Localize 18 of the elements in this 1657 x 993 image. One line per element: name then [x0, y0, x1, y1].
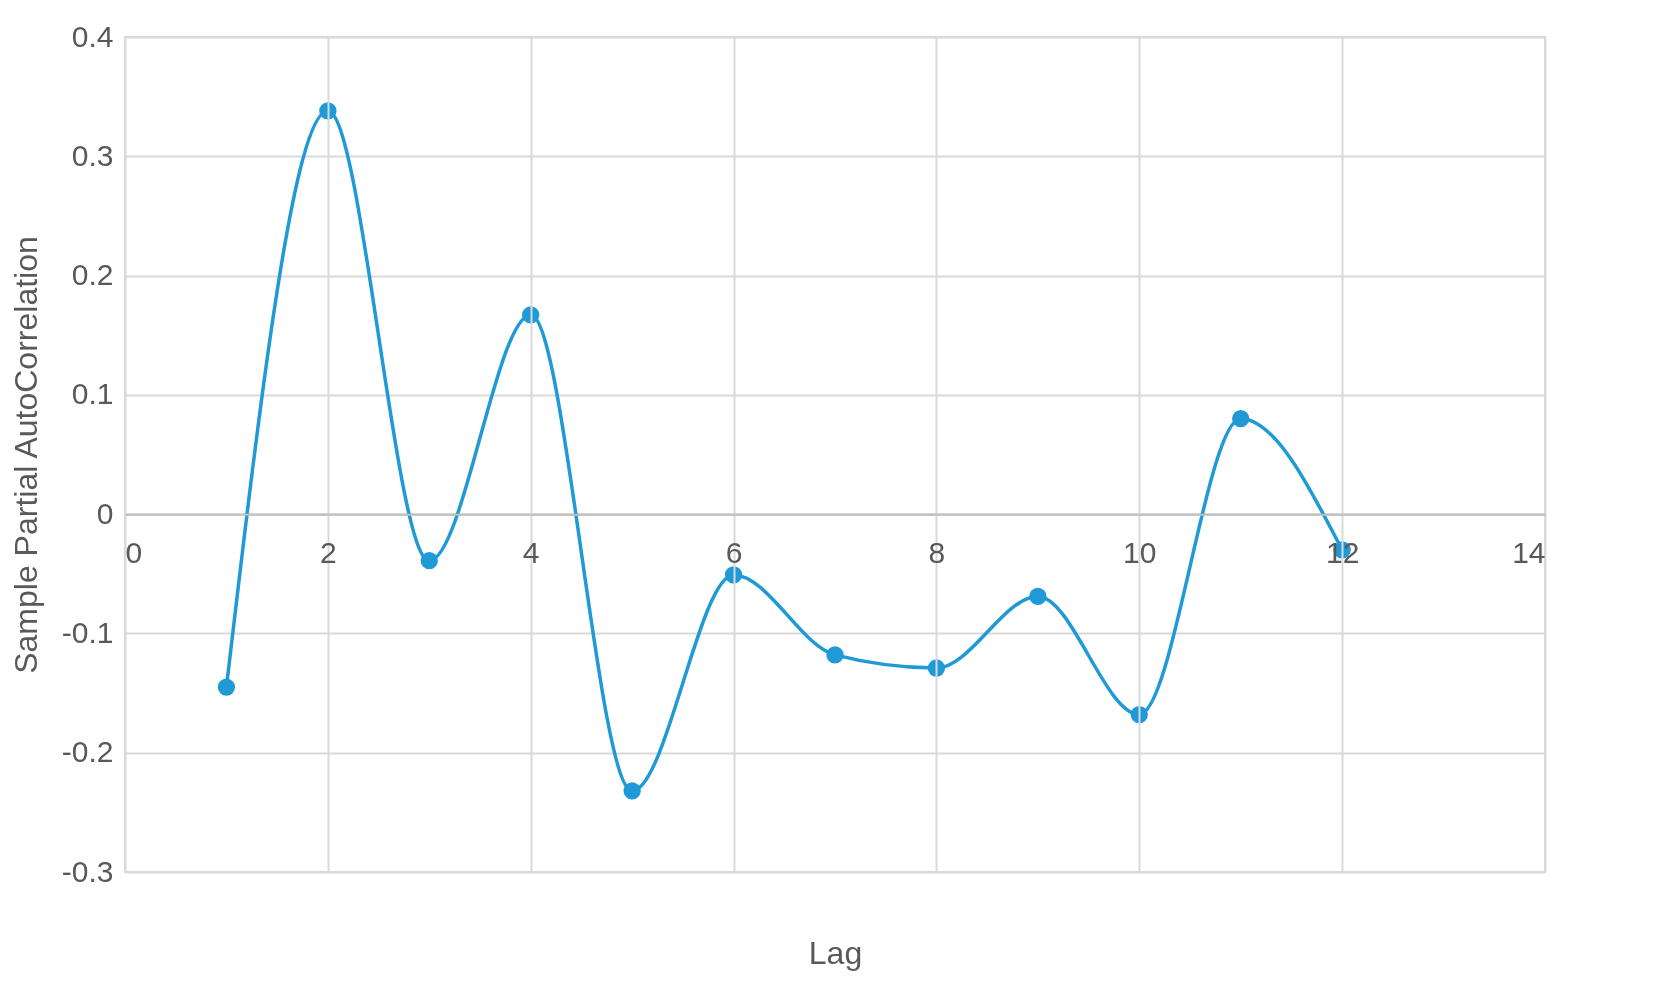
y-tick-label: 0.2: [71, 258, 114, 292]
y-tick-label: 0.1: [71, 377, 114, 411]
y-tick-label: -0.1: [61, 615, 114, 649]
y-tick-label: 0.3: [71, 138, 114, 172]
y-tick-label: -0.3: [61, 854, 114, 888]
x-tick-label: 10: [1123, 535, 1157, 569]
x-axis-title: Lag: [808, 934, 863, 971]
y-axis-title: Sample Partial AutoCorrelation: [7, 236, 44, 674]
x-tick-label: 14: [1512, 535, 1546, 569]
x-tick-label: 4: [522, 535, 540, 569]
y-tick-label: 0.4: [71, 19, 114, 53]
x-tick-label: 0: [125, 535, 143, 569]
x-tick-label: 12: [1325, 535, 1360, 569]
x-tick-label: 2: [320, 535, 337, 569]
x-tick-label: 6: [725, 535, 743, 569]
y-tick-label: 0: [96, 496, 114, 530]
x-tick-label: 8: [928, 535, 946, 569]
y-tick-label: -0.2: [61, 735, 114, 769]
